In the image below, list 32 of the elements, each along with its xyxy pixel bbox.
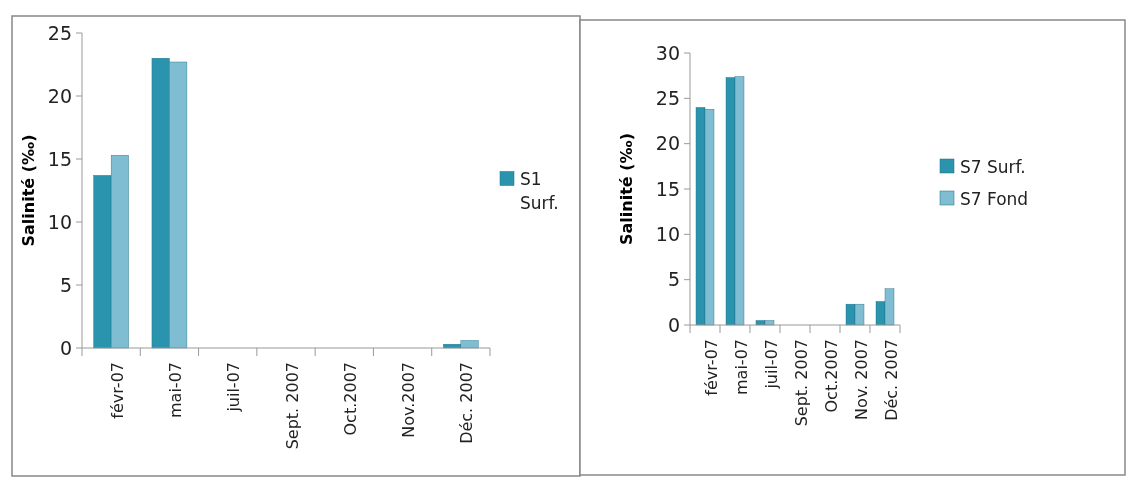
y-tick-label: 0 — [59, 336, 72, 359]
y-tick-label: 20 — [47, 84, 72, 107]
x-tick-label: Oct.2007 — [340, 362, 360, 436]
x-tick-label: Nov.2007 — [399, 362, 419, 438]
y-axis-title: Salinité (‰) — [19, 134, 38, 247]
legend-label: S1 Surf. — [520, 169, 559, 214]
x-tick-label: Oct.2007 — [821, 339, 841, 413]
legend-label: S7 Fond — [960, 188, 1029, 209]
y-tick-label: 5 — [667, 268, 680, 291]
x-tick-label: mai-07 — [731, 339, 751, 395]
y-tick-label: 15 — [655, 177, 680, 200]
x-tick-label: Sept. 2007 — [282, 362, 302, 450]
y-tick-label: 10 — [655, 222, 680, 245]
x-tick-label: févr-07 — [107, 362, 127, 419]
x-tick-label: juil-07 — [761, 339, 781, 390]
y-tick-label: 30 — [655, 41, 680, 64]
y-tick-label: 25 — [47, 21, 72, 44]
x-tick-label: Déc. 2007 — [457, 362, 477, 444]
y-tick-label: 15 — [47, 147, 72, 170]
y-tick-label: 20 — [655, 132, 680, 155]
y-axis-title: Salinité (‰) — [617, 133, 636, 245]
y-tick-label: 0 — [667, 313, 680, 336]
x-tick-label: Nov. 2007 — [851, 339, 871, 420]
x-tick-label: mai-07 — [166, 362, 186, 418]
x-tick-label: juil-07 — [224, 362, 244, 413]
legend-label: S7 Surf. — [960, 156, 1026, 177]
x-tick-label: févr-07 — [701, 339, 721, 396]
y-tick-label: 25 — [655, 86, 680, 109]
x-tick-label: Sept. 2007 — [791, 339, 811, 427]
y-tick-label: 10 — [47, 210, 72, 233]
y-tick-label: 5 — [59, 273, 72, 296]
x-tick-label: Déc. 2007 — [881, 339, 901, 421]
